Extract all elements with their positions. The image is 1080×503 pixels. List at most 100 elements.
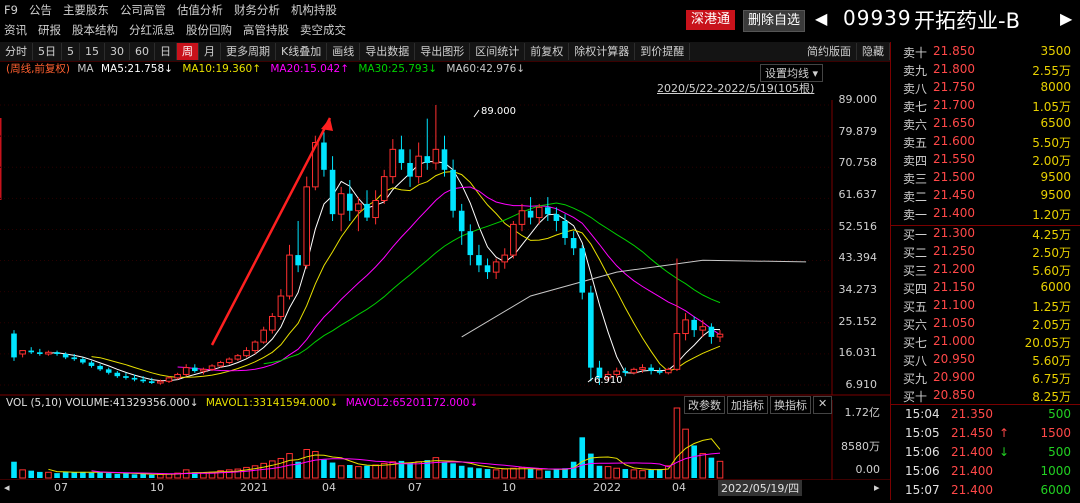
price-axis-label-5: 43.394 bbox=[838, 251, 878, 265]
bid-row[interactable]: 买十 20.850 8.25万 bbox=[891, 388, 1080, 406]
bid-row[interactable]: 买八 20.950 5.60万 bbox=[891, 352, 1080, 370]
ask-row[interactable]: 卖九 21.800 2.55万 bbox=[891, 62, 1080, 80]
x-axis-label-2: 2021 bbox=[240, 481, 268, 494]
ask-row[interactable]: 卖四 21.550 2.00万 bbox=[891, 152, 1080, 170]
volume-bar bbox=[630, 469, 638, 479]
volume-bar bbox=[432, 457, 440, 479]
menu-item-row2-5[interactable]: 高管持股 bbox=[243, 22, 289, 37]
ma-settings-dropdown[interactable]: 设置均线 ▾ bbox=[760, 64, 824, 82]
ask-label: 卖九 bbox=[903, 64, 928, 78]
menu-item-row1-0[interactable]: F9 bbox=[4, 2, 18, 17]
menu-item-row2-0[interactable]: 资讯 bbox=[4, 22, 27, 37]
next-stock-arrow-icon[interactable]: ▶ bbox=[1060, 9, 1073, 28]
toolbar-item-14[interactable]: 区间统计 bbox=[470, 43, 526, 60]
toolbar-item-11[interactable]: 画线 bbox=[327, 43, 361, 60]
candle bbox=[140, 376, 146, 383]
toolbar-item-15[interactable]: 前复权 bbox=[525, 43, 570, 60]
toolbar-item-0[interactable]: 分时 bbox=[0, 43, 33, 60]
toolbar-right-item-0[interactable]: 简约版面 bbox=[802, 43, 857, 60]
candle bbox=[467, 224, 474, 266]
candle bbox=[286, 244, 293, 300]
toolbar-item-10[interactable]: K线叠加 bbox=[276, 43, 328, 60]
bid-row[interactable]: 买六 21.050 2.05万 bbox=[891, 316, 1080, 334]
toolbar-item-5[interactable]: 60 bbox=[130, 43, 155, 60]
change-indicator-button[interactable]: 换指标 bbox=[770, 396, 811, 414]
menu-item-row1-4[interactable]: 估值分析 bbox=[176, 2, 223, 17]
ask-row[interactable]: 卖六 21.650 6500 bbox=[891, 116, 1080, 134]
close-panel-icon[interactable]: ✕ bbox=[813, 396, 833, 414]
toolbar-item-13[interactable]: 导出图形 bbox=[415, 43, 471, 60]
ask-row[interactable]: 卖五 21.600 5.50万 bbox=[891, 134, 1080, 152]
toolbar-item-16[interactable]: 除权计算器 bbox=[569, 43, 636, 60]
edit-params-button[interactable]: 改参数 bbox=[684, 396, 725, 414]
volume-bar bbox=[691, 445, 697, 478]
toolbar-item-12[interactable]: 导出数据 bbox=[360, 43, 416, 60]
toolbar-right-item-1[interactable]: 隐藏 bbox=[857, 43, 890, 60]
toolbar-item-8[interactable]: 月 bbox=[199, 43, 221, 60]
scroll-right-icon[interactable]: ▸ bbox=[874, 481, 880, 494]
ask-row[interactable]: 卖一 21.400 1.20万 bbox=[891, 206, 1080, 224]
toolbar-item-6[interactable]: 日 bbox=[155, 43, 177, 60]
scroll-left-icon[interactable]: ◂ bbox=[4, 481, 10, 494]
toolbar-item-17[interactable]: 到价提醒 bbox=[635, 43, 691, 60]
bid-price: 20.900 bbox=[933, 370, 975, 384]
ask-row[interactable]: 卖八 21.750 8000 bbox=[891, 80, 1080, 98]
menu-item-row2-6[interactable]: 卖空成交 bbox=[300, 22, 346, 37]
toolbar-item-9[interactable]: 更多周期 bbox=[221, 43, 276, 60]
volume-bar bbox=[682, 428, 689, 479]
ask-row[interactable]: 卖七 21.700 1.05万 bbox=[891, 98, 1080, 116]
candle bbox=[28, 347, 35, 354]
add-indicator-button[interactable]: 加指标 bbox=[727, 396, 768, 414]
bid-row[interactable]: 买七 21.000 20.05万 bbox=[891, 334, 1080, 352]
volume-bar bbox=[346, 464, 353, 478]
bid-row[interactable]: 买五 21.100 1.25万 bbox=[891, 298, 1080, 316]
menu-item-row1-6[interactable]: 机构持股 bbox=[290, 2, 337, 17]
toolbar-item-7[interactable]: 周 bbox=[177, 43, 199, 60]
volume-bar bbox=[11, 461, 17, 478]
menu-item-row2-2[interactable]: 股本结构 bbox=[72, 22, 118, 37]
menu-item-row2-3[interactable]: 分红派息 bbox=[129, 22, 175, 37]
remove-watchlist-button[interactable]: 删除自选 bbox=[743, 10, 806, 32]
toolbar-item-4[interactable]: 30 bbox=[105, 43, 130, 60]
volume-bar bbox=[157, 473, 164, 479]
candle-body bbox=[424, 156, 431, 163]
candle bbox=[682, 313, 689, 341]
ask-row[interactable]: 卖三 21.500 9500 bbox=[891, 170, 1080, 188]
candle bbox=[105, 367, 112, 375]
sh-hk-connect-button[interactable]: 深港通 bbox=[686, 10, 736, 30]
menu-item-row2-4[interactable]: 股份回购 bbox=[186, 22, 232, 37]
bid-row[interactable]: 买三 21.200 5.60万 bbox=[891, 262, 1080, 280]
kline-chart[interactable]: 89.000 6.910 bbox=[0, 60, 890, 480]
ask-row[interactable]: 卖二 21.450 9500 bbox=[891, 188, 1080, 206]
bid-row[interactable]: 买九 20.900 6.75万 bbox=[891, 370, 1080, 388]
candle bbox=[243, 347, 250, 358]
candle bbox=[174, 372, 181, 380]
ask-row[interactable]: 卖十 21.850 3500 bbox=[891, 44, 1080, 62]
menu-item-row1-5[interactable]: 财务分析 bbox=[233, 2, 280, 17]
x-axis-label-0: 07 bbox=[54, 481, 68, 494]
ma30-value: MA30:25.793↓ bbox=[358, 63, 438, 75]
low-marker-label: 6.910 bbox=[594, 375, 623, 386]
candle-body bbox=[380, 176, 388, 202]
bid-row[interactable]: 买一 21.300 4.25万 bbox=[891, 226, 1080, 244]
toolbar-item-3[interactable]: 15 bbox=[80, 43, 105, 60]
bid-row[interactable]: 买二 21.250 2.50万 bbox=[891, 244, 1080, 262]
x-axis-label-7: 04 bbox=[672, 481, 686, 494]
menu-item-row2-1[interactable]: 研报 bbox=[38, 22, 61, 37]
candle-body bbox=[286, 254, 293, 297]
low-marker-line bbox=[587, 377, 594, 383]
candle-body bbox=[131, 377, 138, 380]
prev-stock-arrow-icon[interactable]: ◀ bbox=[815, 9, 828, 28]
volume-bar bbox=[123, 473, 129, 478]
bid-row[interactable]: 买四 21.150 6000 bbox=[891, 280, 1080, 298]
bid-price: 21.250 bbox=[933, 244, 975, 258]
toolbar-item-2[interactable]: 5 bbox=[62, 43, 80, 60]
bid-label: 买五 bbox=[903, 300, 928, 314]
candle bbox=[260, 326, 267, 344]
toolbar-item-1[interactable]: 5日 bbox=[33, 43, 62, 60]
menu-item-row1-2[interactable]: 主要股东 bbox=[62, 2, 109, 17]
menu-item-row1-1[interactable]: 公告 bbox=[28, 2, 52, 17]
top-menu-row1: F9 公告 主要股东 公司高管 估值分析 财务分析 机构持股 bbox=[0, 0, 680, 19]
ask-price: 21.800 bbox=[933, 62, 975, 76]
menu-item-row1-3[interactable]: 公司高管 bbox=[119, 2, 166, 17]
